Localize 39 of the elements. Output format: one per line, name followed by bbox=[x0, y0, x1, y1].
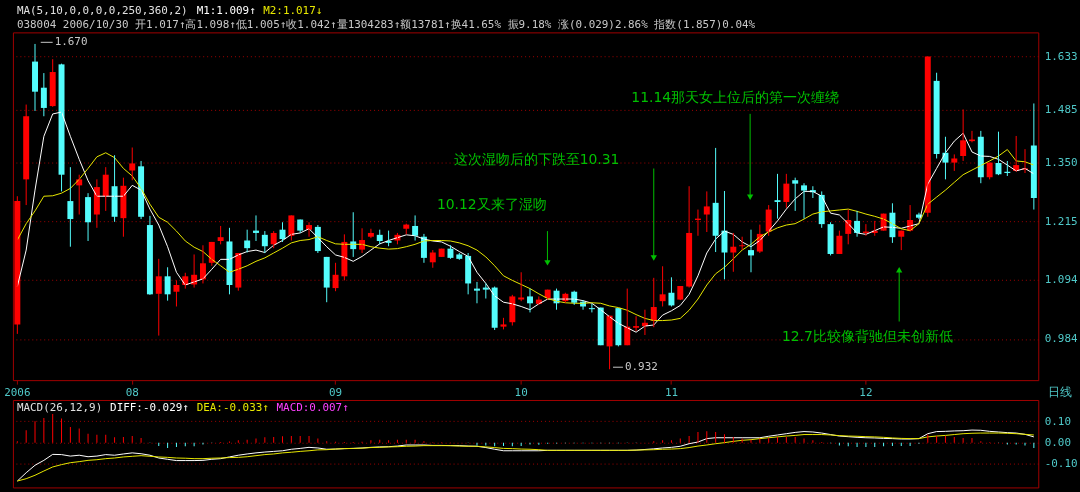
chart-title: MACD(26,12,9) bbox=[16, 400, 103, 414]
chart-subtitle: 038004 2006/10/30 开1.017↑高1.098↑低1.005↑收1.042↑量1304283↑额13781↑换41.65% 振9.18% 涨(0.029)2.86% 指数(1.857)0.04% bbox=[16, 18, 756, 32]
candlestick bbox=[792, 177, 799, 212]
y-tick-label: -0.10 bbox=[1044, 457, 1078, 471]
x-tick-label: 2006 bbox=[4, 385, 31, 399]
annotation: 1.670 bbox=[54, 35, 88, 49]
y-tick-label: 0.10 bbox=[1044, 414, 1071, 428]
y-tick-label: 1.094 bbox=[1044, 273, 1078, 287]
text: DIFF:-0.029↑ bbox=[110, 400, 189, 414]
text: M2:1.017↓ bbox=[263, 3, 323, 17]
text: M1:1.009↑ bbox=[196, 3, 256, 17]
annotation: 11.14那天女上位后的第一次缠绕 bbox=[631, 88, 840, 105]
y-tick-label: 0.984 bbox=[1044, 332, 1078, 346]
candlestick bbox=[703, 190, 710, 233]
y-tick-label: 1.485 bbox=[1044, 102, 1078, 116]
candlestick bbox=[500, 317, 507, 330]
x-tick-label: 08 bbox=[125, 385, 139, 399]
candlestick bbox=[456, 252, 463, 261]
candlestick bbox=[597, 307, 604, 346]
candlestick bbox=[518, 271, 525, 302]
text: 日线 bbox=[1048, 385, 1073, 400]
candlestick bbox=[951, 153, 958, 172]
y-tick-label: 1.215 bbox=[1044, 214, 1078, 228]
x-tick-label: 12 bbox=[859, 385, 873, 399]
y-tick-label: 0.00 bbox=[1044, 436, 1071, 450]
x-tick-label: 09 bbox=[328, 385, 343, 399]
annotation: 10.12又来了湿吻 bbox=[436, 196, 547, 213]
x-tick-label: 11 bbox=[664, 385, 679, 399]
annotation: 0.932 bbox=[624, 360, 658, 374]
text: MACD:0.007↑ bbox=[276, 400, 349, 414]
text: DEA:-0.033↑ bbox=[196, 400, 269, 414]
annotation: 这次湿吻后的下跌至10.31 bbox=[453, 150, 620, 167]
y-tick-label: 1.633 bbox=[1044, 49, 1078, 63]
y-tick-label: 1.350 bbox=[1044, 156, 1078, 170]
line-series bbox=[16, 149, 1035, 322]
candlestick bbox=[129, 147, 136, 181]
chart-title: MA(5,10,0,0,0,0,250,360,2) bbox=[16, 3, 188, 17]
x-tick-label: 10 bbox=[514, 385, 528, 399]
annotation: 12.7比较像背驰但未创新低 bbox=[781, 328, 953, 345]
